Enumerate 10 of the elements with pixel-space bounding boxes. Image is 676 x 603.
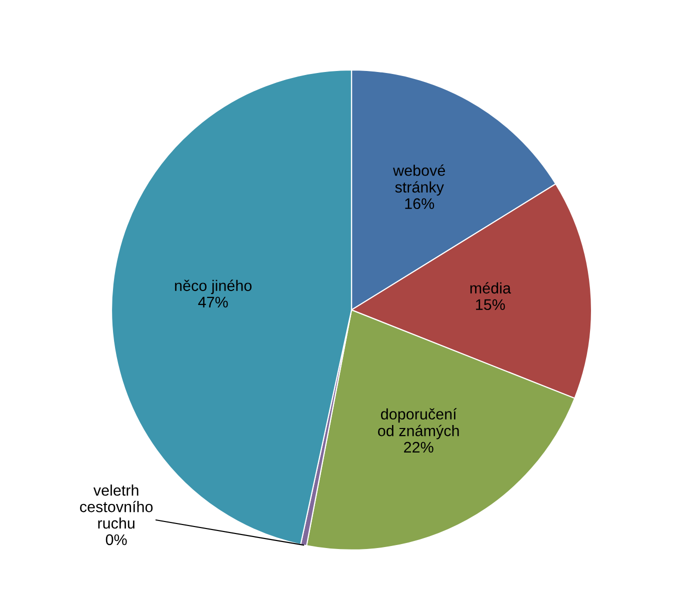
- data-label: 22%: [404, 442, 434, 453]
- slice-label: doporučení od známých: [378, 408, 459, 440]
- data-label: 15%: [476, 299, 505, 310]
- slice-label: veletrh cestovního ruchu: [80, 484, 153, 529]
- data-label: 47%: [198, 296, 228, 308]
- slice-label: něco jiného: [175, 280, 252, 294]
- data-label: 16%: [405, 198, 434, 210]
- data-label: 0%: [106, 534, 127, 546]
- slice-label: média: [470, 282, 511, 294]
- slice-label: webové stránky: [392, 164, 445, 196]
